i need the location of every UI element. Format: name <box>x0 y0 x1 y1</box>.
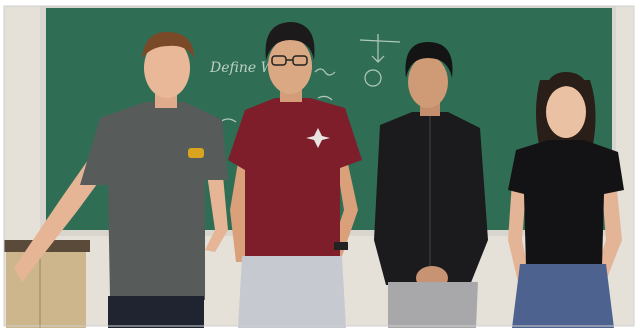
hair <box>543 72 591 108</box>
top <box>508 140 624 266</box>
face <box>408 56 448 108</box>
person-2 <box>228 22 362 328</box>
logo <box>188 148 204 158</box>
chalk-writing: Define W <box>209 60 277 76</box>
person-3 <box>374 42 488 328</box>
face <box>268 38 312 94</box>
hair <box>405 42 453 78</box>
hair <box>265 22 315 60</box>
chalk-circle <box>364 69 382 87</box>
face <box>546 86 586 138</box>
pants <box>238 256 346 328</box>
pants <box>388 282 478 328</box>
chalk-marks <box>219 34 401 123</box>
chalk-arrow <box>359 34 401 63</box>
arm <box>328 150 358 262</box>
arm <box>14 150 100 282</box>
photo-border <box>3 5 635 327</box>
person-4 <box>508 72 624 328</box>
logo <box>306 128 330 148</box>
hair <box>142 31 194 58</box>
jacket <box>374 112 488 285</box>
arm <box>205 160 228 252</box>
pants <box>108 296 204 328</box>
person-1 <box>14 31 228 328</box>
face <box>144 38 190 98</box>
jeans <box>512 264 614 328</box>
glasses <box>271 55 308 66</box>
watch <box>334 242 348 250</box>
